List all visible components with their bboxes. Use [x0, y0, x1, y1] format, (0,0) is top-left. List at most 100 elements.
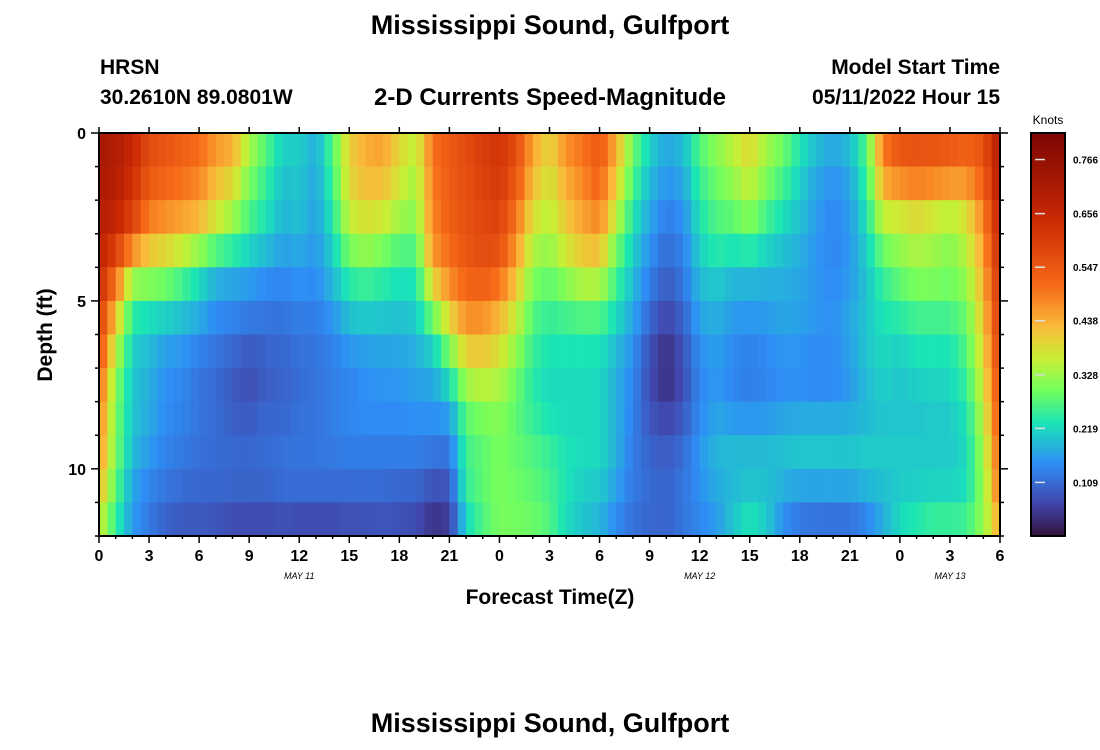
heatmap-cell — [791, 300, 801, 336]
heatmap-cell — [874, 368, 884, 403]
heatmap-cell — [582, 435, 592, 470]
heatmap-cell — [883, 435, 893, 470]
heatmap-cell — [624, 334, 634, 369]
heatmap-cell — [582, 468, 592, 504]
heatmap-cell — [124, 468, 133, 504]
heatmap-cell — [883, 401, 893, 436]
heatmap-cell — [307, 468, 317, 504]
heatmap-cell — [841, 267, 851, 302]
heatmap-cell — [916, 435, 926, 470]
heatmap-cell — [774, 233, 784, 268]
heatmap-cell — [891, 133, 901, 168]
heatmap-cell — [733, 233, 742, 268]
heatmap-cell — [624, 435, 634, 470]
heatmap-cell — [974, 267, 984, 302]
heatmap-cell — [724, 267, 734, 302]
heatmap-cell — [357, 133, 367, 168]
heatmap-cell — [866, 166, 876, 201]
heatmap-cell — [849, 166, 859, 201]
heatmap-cell — [382, 468, 392, 504]
heatmap-cell — [357, 200, 367, 235]
heatmap-cell — [449, 401, 459, 436]
heatmap-cell — [874, 133, 884, 168]
heatmap-cell — [741, 200, 751, 235]
heatmap-cell — [758, 267, 768, 302]
heatmap-cell — [833, 133, 843, 168]
heatmap-cell — [307, 502, 317, 537]
heatmap-cell — [791, 468, 801, 504]
heatmap-cell — [516, 166, 526, 201]
heatmap-cell — [357, 334, 367, 369]
heatmap-cell — [799, 300, 809, 336]
heatmap-cell — [224, 468, 234, 504]
heatmap-cell — [407, 267, 417, 302]
heatmap-cell — [791, 368, 801, 403]
heatmap-cell — [599, 200, 609, 235]
heatmap-cell — [674, 502, 684, 537]
heatmap-cell — [916, 166, 926, 201]
heatmap-cell — [774, 502, 784, 537]
heatmap-cell — [224, 401, 234, 436]
heatmap-cell — [182, 267, 192, 302]
heatmap-cell — [491, 401, 501, 436]
heatmap-cell — [758, 468, 768, 504]
heatmap-cell — [674, 233, 684, 268]
heatmap-cell — [933, 267, 943, 302]
heatmap-cell — [916, 200, 926, 235]
heatmap-cell — [124, 435, 133, 470]
heatmap-cell — [974, 166, 984, 201]
heatmap-cell — [582, 300, 592, 336]
heatmap-cell — [966, 300, 976, 336]
heatmap-cell — [407, 401, 417, 436]
heatmap-cell — [958, 468, 968, 504]
heatmap-cell — [315, 401, 325, 436]
heatmap-cell — [991, 401, 1001, 436]
heatmap-cell — [799, 133, 809, 168]
heatmap-cell — [215, 368, 225, 403]
heatmap-cell — [574, 133, 584, 168]
heatmap-cell — [983, 233, 993, 268]
heatmap-cell — [474, 401, 484, 436]
heatmap-cell — [858, 468, 868, 504]
heatmap-cell — [599, 401, 609, 436]
heatmap-cell — [182, 300, 192, 336]
heatmap-cell — [841, 334, 851, 369]
heatmap-cell — [766, 267, 776, 302]
heatmap-cell — [274, 468, 284, 504]
heatmap-cell — [783, 334, 793, 369]
heatmap-cell — [774, 300, 784, 336]
heatmap-cell — [833, 267, 843, 302]
heatmap-cell — [499, 502, 509, 537]
heatmap-cell — [949, 435, 959, 470]
heatmap-cell — [274, 300, 284, 336]
y-tick-label: 10 — [68, 462, 86, 479]
heatmap-cell — [883, 368, 893, 403]
heatmap-cell — [149, 468, 158, 504]
heatmap-cell — [941, 401, 951, 436]
heatmap-cell — [933, 166, 943, 201]
heatmap-cell — [958, 435, 968, 470]
heatmap-cell — [249, 166, 259, 201]
heatmap-cell — [816, 368, 826, 403]
heatmap-cell — [674, 368, 684, 403]
heatmap-cell — [482, 300, 492, 336]
heatmap-cell — [382, 233, 392, 268]
heatmap-cell — [758, 368, 768, 403]
heatmap-cell — [599, 368, 609, 403]
heatmap-cell — [315, 334, 325, 369]
heatmap-cell — [140, 401, 150, 436]
heatmap-cell — [99, 435, 108, 470]
heatmap-cell — [340, 300, 350, 336]
heatmap-cell — [974, 468, 984, 504]
heatmap-cell — [799, 468, 809, 504]
heatmap-cell — [833, 166, 843, 201]
heatmap-cell — [149, 502, 158, 537]
heatmap-cell — [632, 233, 642, 268]
heatmap-cell — [132, 133, 142, 168]
heatmap-cell — [632, 468, 642, 504]
heatmap-cell — [107, 468, 117, 504]
heatmap-cell — [991, 267, 1001, 302]
heatmap-cell — [257, 200, 267, 235]
heatmap-cell — [265, 401, 275, 436]
plot-title: Mississippi Sound, Gulfport — [370, 10, 730, 40]
